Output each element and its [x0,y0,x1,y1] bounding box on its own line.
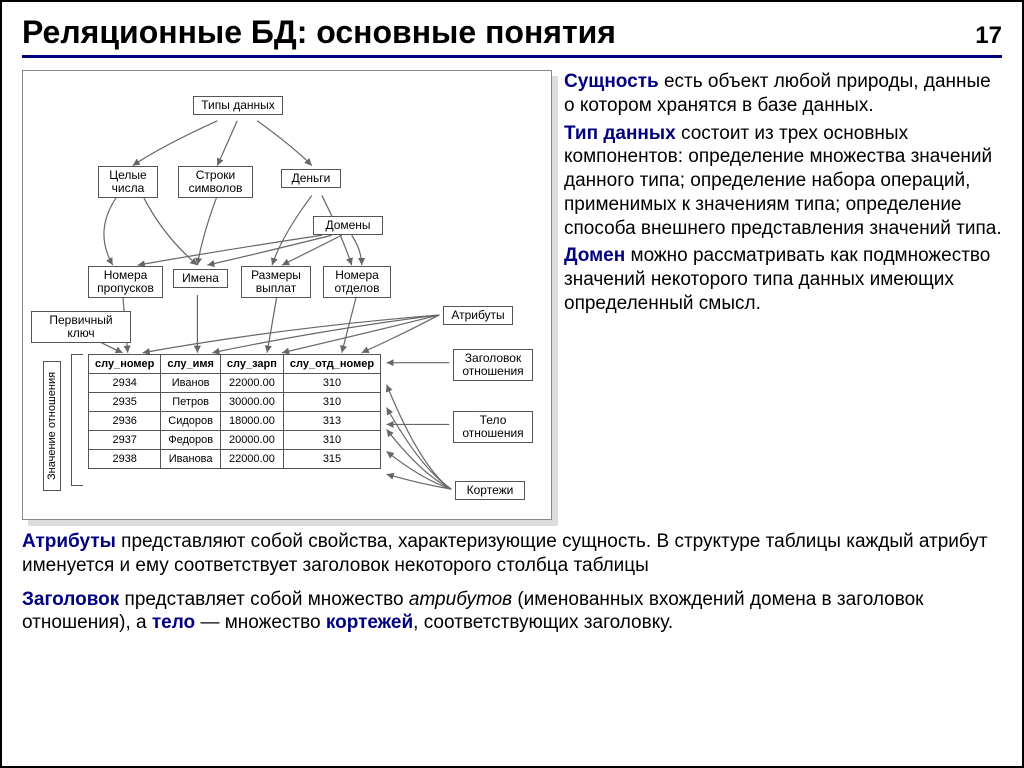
definitions-below: Атрибуты представляют собой свойства, ха… [22,530,1002,635]
box-money: Деньги [281,169,341,188]
table-cell: Сидоров [161,412,221,431]
box-integers: Целые числа [98,166,158,198]
table-cell: 30000.00 [220,393,283,412]
term-body: тело [152,612,195,633]
def-datatype: Тип данных состоит из трех основных комп… [564,122,1002,241]
table-cell: 310 [283,374,380,393]
table-row: 2934Иванов22000.00310 [89,374,381,393]
box-relation-value: Значение отношения [43,361,61,491]
table-cell: Иванова [161,450,221,469]
box-strings: Строки символов [178,166,253,198]
table-row: 2936Сидоров18000.00313 [89,412,381,431]
table-cell: 310 [283,393,380,412]
term-datatype: Тип данных [564,123,676,144]
term-domain: Домен [564,245,625,266]
table-cell: 315 [283,450,380,469]
table-cell: Федоров [161,431,221,450]
box-domains: Домены [313,216,383,235]
def-header-body: Заголовок представляет собой множество а… [22,588,1002,636]
term-attributes: Атрибуты [22,531,116,552]
box-pay-sizes: Размеры выплат [241,266,311,298]
table-cell: 18000.00 [220,412,283,431]
table-cell: Петров [161,393,221,412]
table-row: 2935Петров30000.00310 [89,393,381,412]
table-row: 2937Федоров20000.00310 [89,431,381,450]
table-cell: 2938 [89,450,161,469]
table-cell: 22000.00 [220,450,283,469]
slide-title: Реляционные БД: основные понятия [22,14,616,51]
term-entity: Сущность [564,71,659,92]
box-relation-body: Тело отношения [453,411,533,443]
table-header-cell: слу_зарп [220,355,283,374]
table-header-cell: слу_имя [161,355,221,374]
box-primary-key: Первичный ключ [31,311,131,343]
table-cell: 2934 [89,374,161,393]
box-dept-numbers: Номера отделов [323,266,391,298]
table-cell: 2937 [89,431,161,450]
slide-container: Реляционные БД: основные понятия 17 [0,0,1024,768]
def-attributes: Атрибуты представляют собой свойства, ха… [22,530,1002,578]
header: Реляционные БД: основные понятия 17 [22,14,1002,51]
box-tuples: Кортежи [455,481,525,500]
def-domain: Домен можно рассматривать как подмножест… [564,244,1002,315]
table-cell: 20000.00 [220,431,283,450]
box-data-types: Типы данных [193,96,283,115]
diagram-panel: Типы данных Целые числа Строки символов … [22,70,552,520]
table-header-cell: слу_отд_номер [283,355,380,374]
diagram-table: слу_номерслу_имяслу_зарпслу_отд_номер 29… [88,354,381,469]
def-entity: Сущность есть объект любой природы, данн… [564,70,1002,118]
value-bracket [71,354,83,486]
term-header: Заголовок [22,589,119,610]
table-cell: 310 [283,431,380,450]
table-cell: 22000.00 [220,374,283,393]
table-cell: Иванов [161,374,221,393]
table-cell: 2936 [89,412,161,431]
page-number: 17 [975,22,1002,50]
box-relation-header: Заголовок отношения [453,349,533,381]
box-names: Имена [173,269,228,288]
content-row: Типы данных Целые числа Строки символов … [22,70,1002,520]
table-cell: 2935 [89,393,161,412]
table-row: 2938Иванова22000.00315 [89,450,381,469]
box-attributes: Атрибуты [443,306,513,325]
definitions-right: Сущность есть объект любой природы, данн… [564,70,1002,520]
table-cell: 313 [283,412,380,431]
table-header-cell: слу_номер [89,355,161,374]
term-tuples: кортежей [326,612,413,633]
title-underline [22,55,1002,58]
box-pass-numbers: Номера пропусков [88,266,163,298]
